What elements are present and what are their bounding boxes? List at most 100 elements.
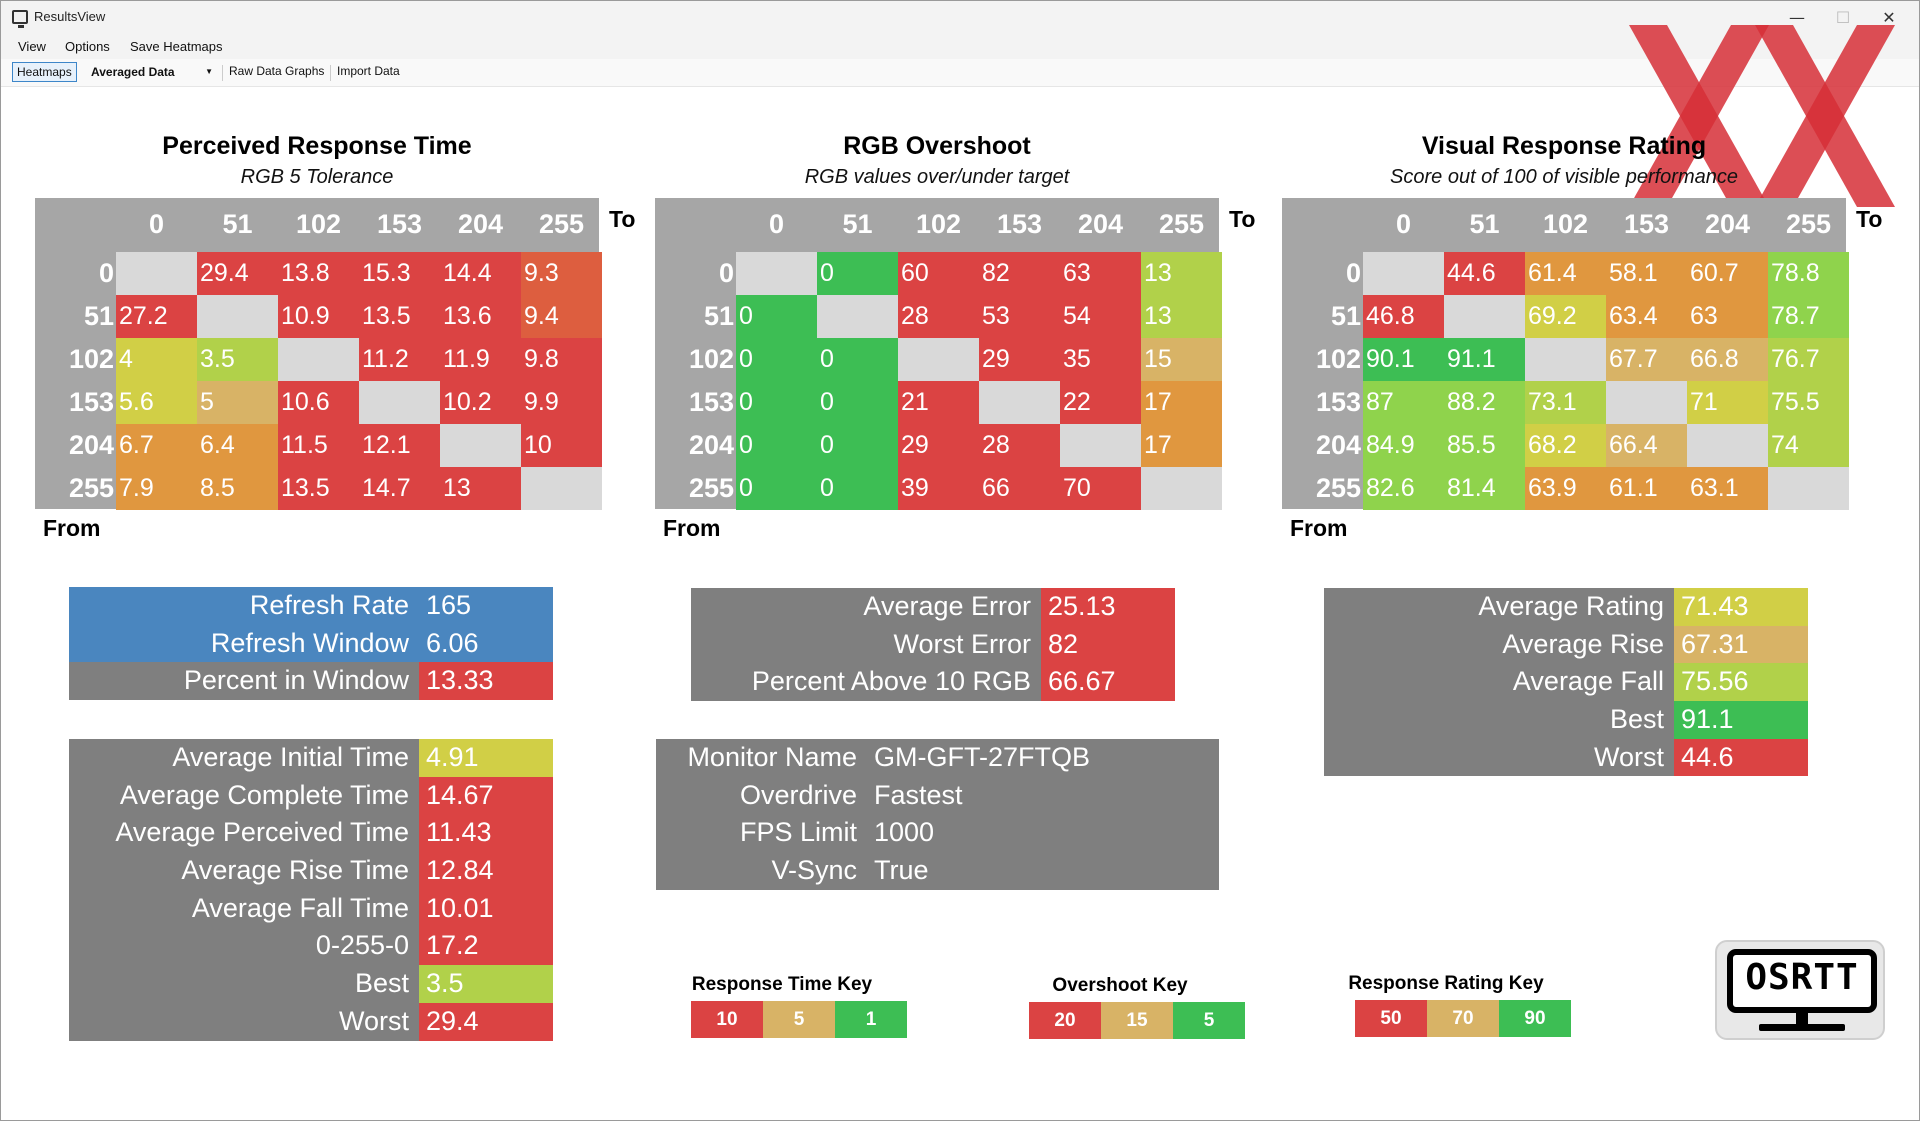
heatmap-cell: 68.2 [1525, 424, 1606, 467]
stat-row: Refresh Window 6.06 [69, 624, 553, 663]
stat-row: Average Perceived Time 11.43 [69, 814, 553, 853]
overshoot-error-table: Average Error 25.13 Worst Error 82 Percent A… [691, 588, 1175, 702]
heatmap-cell: 63 [1060, 252, 1141, 295]
heatmap-from-label: From [1290, 515, 1348, 541]
menu-save-heatmaps[interactable]: Save Heatmaps [130, 39, 223, 54]
stat-row: Overdrive Fastest [656, 776, 1219, 815]
heatmap-cell: 9.8 [521, 338, 602, 381]
heatmap-cell [817, 295, 898, 338]
stat-label: Refresh Rate [69, 587, 419, 625]
heatmap-cell: 0 [817, 252, 898, 295]
stat-label: Percent in Window [69, 662, 419, 701]
stat-row: Average Fall 75.56 [1324, 663, 1808, 702]
import-data-button[interactable]: Import Data [337, 64, 400, 78]
heatmap-cell: 15.3 [359, 252, 440, 295]
stat-value: 14.67 [419, 776, 553, 815]
stat-row: 0-255-0 17.2 [69, 927, 553, 966]
heatmap-cell: 0 [736, 381, 817, 424]
stat-label: Monitor Name [656, 739, 867, 777]
heatmap-row-label: 102 [68, 344, 114, 374]
stat-label: Best [69, 965, 419, 1003]
heatmap-title: Visual Response Rating [1421, 132, 1707, 160]
heatmap-cell: 82 [979, 252, 1060, 295]
heatmap-cell: 69.2 [1525, 295, 1606, 338]
heatmap-cell: 11.2 [359, 338, 440, 381]
menu-view[interactable]: View [18, 39, 46, 54]
heatmap-cell: 78.7 [1768, 295, 1849, 338]
heatmap-row-label: 204 [68, 430, 114, 460]
stat-value: 67.31 [1674, 625, 1808, 664]
heatmap-cell: 6.7 [116, 424, 197, 467]
monitor-info-table: Monitor Name GM-GFT-27FTQB Overdrive Fastes… [656, 739, 1219, 890]
menu-options[interactable]: Options [65, 39, 110, 54]
heatmap-cell [898, 338, 979, 381]
stat-label: FPS Limit [656, 814, 867, 853]
stat-label: Average Fall Time [69, 889, 419, 928]
heatmap-cell [440, 424, 521, 467]
heatmap-cell: 14.7 [359, 467, 440, 510]
heatmap-cell: 17 [1141, 381, 1222, 424]
heatmap-cell: 11.5 [278, 424, 359, 467]
heatmap-column-label: 102 [295, 209, 342, 239]
heatmap-cell: 63.1 [1687, 467, 1768, 510]
heatmap-column-label: 204 [1704, 209, 1751, 239]
heatmap-cell: 13.8 [278, 252, 359, 295]
heatmap-cell: 17 [1141, 424, 1222, 467]
stat-value: 4.91 [419, 739, 553, 777]
data-mode-dropdown[interactable]: Averaged Data ▼ [89, 62, 217, 82]
heatmap-cell: 10 [521, 424, 602, 467]
heatmap-row-label: 204 [1315, 430, 1361, 460]
stat-label: 0-255-0 [69, 927, 419, 966]
heatmap-column-label: 255 [1158, 209, 1205, 239]
heatmap-cell: 9.3 [521, 252, 602, 295]
heatmap-column-label: 255 [1785, 209, 1832, 239]
heatmap-row-label: 153 [68, 387, 114, 417]
heatmap-cell: 63.4 [1606, 295, 1687, 338]
stat-row: V-Sync True [656, 852, 1219, 890]
close-button[interactable]: ✕ [1882, 8, 1896, 27]
heatmap-cell: 39 [898, 467, 979, 510]
heatmap-grid: 0 51 102 153 204 255 0 44.6 61.4 58.1 60.7 78.8 51 46… [1282, 198, 1849, 510]
stat-row: Worst 44.6 [1324, 738, 1808, 777]
heatmap-column-label: 153 [376, 209, 423, 239]
stat-row: Percent Above 10 RGB 66.67 [691, 663, 1175, 702]
toolbar-separator [222, 65, 223, 81]
heatmap-cell [1060, 424, 1141, 467]
heatmap-cell [1363, 252, 1444, 295]
heatmap-cell: 13.5 [278, 467, 359, 510]
heatmap-cell: 14.4 [440, 252, 521, 295]
stat-label: Overdrive [656, 776, 867, 815]
heatmap-cell: 29 [898, 424, 979, 467]
monitor-logo-icon: OSRTT [1727, 949, 1877, 1013]
heatmaps-tab-button[interactable]: Heatmaps [12, 62, 77, 82]
stat-label: Worst [69, 1002, 419, 1041]
key-cell: 1 [835, 1001, 907, 1038]
heatmap-row-label: 102 [688, 344, 734, 374]
heatmap-from-label: From [43, 515, 101, 541]
heatmap-cell [359, 381, 440, 424]
maximize-button[interactable]: ☐ [1835, 8, 1851, 27]
heatmap-cell: 66.4 [1606, 424, 1687, 467]
stat-label: V-Sync [656, 852, 867, 890]
logo-base [1759, 1024, 1845, 1031]
minimize-button[interactable]: — [1789, 8, 1805, 27]
heatmap-column-label: 255 [538, 209, 585, 239]
stat-value: 82 [1041, 625, 1175, 664]
heatmap-cell: 27.2 [116, 295, 197, 338]
stat-value: 1000 [867, 814, 1219, 853]
monitor-app-icon [12, 10, 28, 28]
heatmap-cell: 29.4 [197, 252, 278, 295]
heatmap-cell [116, 252, 197, 295]
key-title: Response Time Key [691, 974, 873, 995]
heatmap-cell: 90.1 [1363, 338, 1444, 381]
stat-value: 71.43 [1674, 588, 1808, 626]
stat-value: 6.06 [419, 624, 553, 663]
heatmap-column-label: 102 [1542, 209, 1589, 239]
heatmap-cell: 13.6 [440, 295, 521, 338]
heatmap-row-label: 153 [688, 387, 734, 417]
heatmap-cell: 76.7 [1768, 338, 1849, 381]
raw-data-graphs-button[interactable]: Raw Data Graphs [229, 64, 325, 78]
heatmap-cell: 73.1 [1525, 381, 1606, 424]
heatmap-column-label: 0 [148, 209, 165, 239]
heatmap-cell: 10.9 [278, 295, 359, 338]
